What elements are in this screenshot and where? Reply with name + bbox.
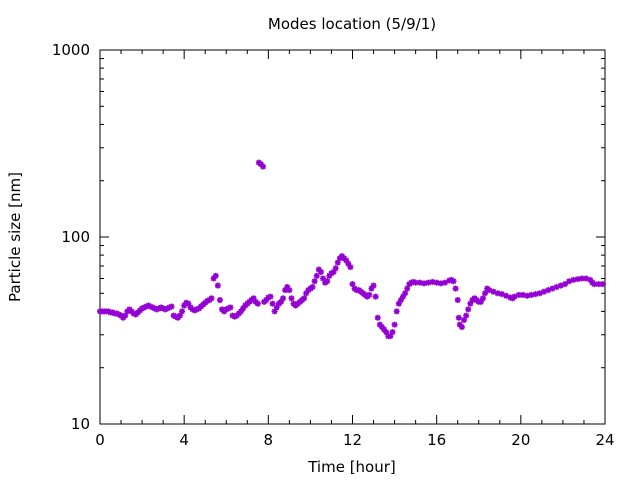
data-point — [254, 300, 261, 307]
data-point — [465, 306, 472, 313]
data-point — [168, 303, 175, 310]
data-point — [349, 281, 356, 288]
y-tick-label: 10 — [71, 415, 90, 433]
data-point — [402, 290, 409, 297]
data-point — [269, 300, 276, 307]
data-point — [332, 265, 339, 272]
data-point — [437, 280, 444, 287]
data-point — [286, 287, 293, 294]
x-tick-label: 12 — [343, 431, 362, 449]
chart-title: Modes location (5/9/1) — [268, 15, 436, 33]
data-point — [179, 308, 186, 315]
data-point — [370, 282, 377, 289]
data-point — [463, 312, 470, 319]
x-tick-label: 20 — [511, 431, 530, 449]
data-point — [301, 295, 308, 302]
data-point — [313, 272, 320, 279]
x-tick-label: 4 — [179, 431, 189, 449]
data-point — [309, 284, 316, 291]
x-tick-label: 8 — [264, 431, 274, 449]
data-point — [280, 295, 287, 302]
data-point — [395, 300, 402, 307]
data-point — [391, 321, 398, 328]
data-point — [345, 260, 352, 267]
data-point — [324, 278, 331, 285]
x-tick-label: 0 — [95, 431, 105, 449]
plot-frame — [99, 49, 606, 425]
data-point — [389, 329, 396, 336]
data-point — [260, 163, 267, 170]
data-point — [482, 290, 489, 297]
data-point — [366, 291, 373, 298]
data-point — [267, 293, 274, 300]
data-point — [528, 291, 535, 298]
data-point — [599, 281, 606, 288]
data-point — [479, 295, 486, 302]
data-point — [212, 272, 219, 279]
data-point — [454, 297, 461, 304]
x-tick-label: 24 — [595, 431, 614, 449]
data-point — [404, 285, 411, 292]
data-point — [216, 297, 223, 304]
data-point — [452, 285, 459, 292]
y-tick-label: 100 — [61, 228, 90, 246]
data-point — [347, 264, 354, 271]
axis-ticks: 0 4 8 12 16 20 24 10 100 1000 — [52, 41, 615, 449]
data-point — [288, 295, 295, 302]
data-point — [393, 308, 400, 315]
y-axis-label: Particle size [nm] — [6, 172, 24, 302]
data-point — [515, 291, 522, 298]
data-point — [450, 278, 457, 285]
x-axis-label: Time [hour] — [307, 458, 396, 476]
data-point — [455, 314, 462, 321]
data-point — [486, 287, 493, 294]
data-point — [311, 278, 318, 285]
data-point — [227, 304, 234, 311]
data-point — [562, 281, 569, 288]
y-tick-label: 1000 — [52, 41, 90, 59]
data-point — [524, 292, 531, 299]
x-tick-label: 16 — [427, 431, 446, 449]
data-point — [458, 324, 465, 331]
data-point — [317, 268, 324, 275]
data-point — [374, 314, 381, 321]
data-point — [214, 282, 221, 289]
data-point — [372, 293, 379, 300]
data-point — [208, 295, 215, 302]
data-points — [97, 159, 606, 340]
